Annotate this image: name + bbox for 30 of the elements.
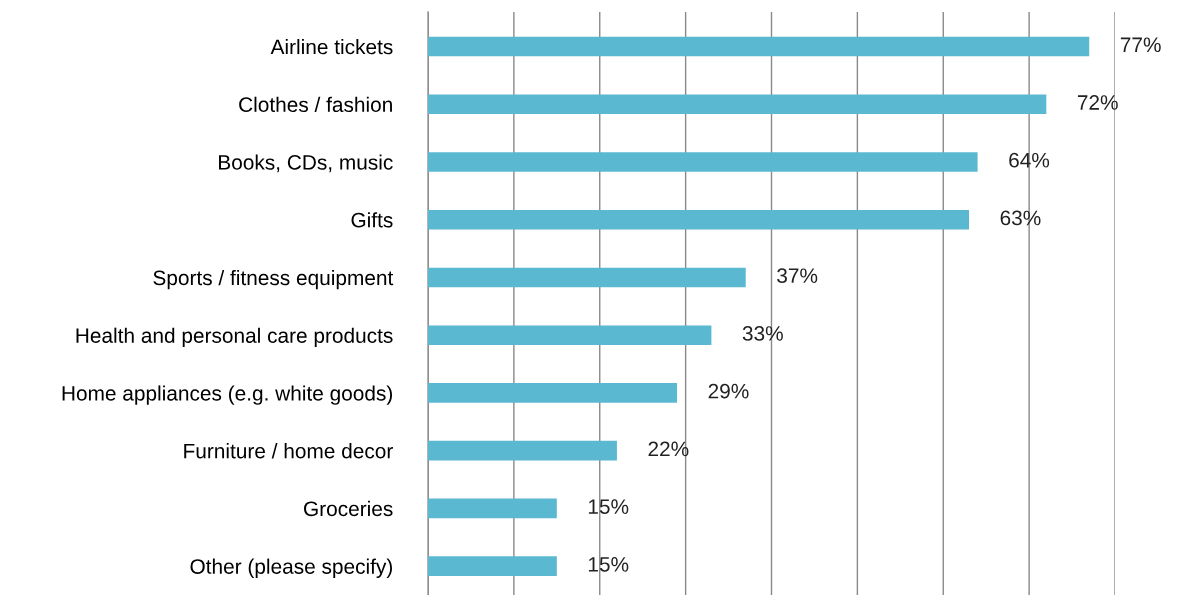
data-label: 15%: [588, 499, 629, 514]
bar: [428, 498, 557, 519]
data-label: 77%: [1120, 37, 1161, 53]
data-label: 33%: [742, 326, 783, 341]
data-label: 72%: [1077, 95, 1118, 110]
y-tick-label: Furniture / home decor: [184, 443, 393, 459]
y-tick-label: Books, CDs, music: [219, 154, 393, 173]
y-tick-label: Clothes / fashion: [239, 96, 392, 113]
y-tick-label: Gifts: [351, 212, 393, 228]
bar: [428, 36, 1090, 57]
data-label: 15%: [588, 557, 629, 572]
bar: [428, 209, 970, 230]
bar: [428, 152, 978, 172]
y-tick-label: Sports / fitness equipment: [153, 269, 394, 290]
data-label: 37%: [777, 268, 818, 284]
data-label: 29%: [708, 383, 749, 399]
bar: [428, 325, 712, 346]
y-tick-label: Other (please specify): [190, 558, 392, 579]
bar: [428, 267, 746, 288]
bar: [428, 383, 678, 403]
data-label: 63%: [1000, 210, 1041, 226]
bar: [428, 440, 617, 461]
data-label: 22%: [648, 441, 689, 457]
y-tick-label: Groceries: [304, 500, 393, 517]
bar: [428, 556, 557, 576]
y-tick-label: Home appliances (e.g. white goods): [62, 385, 393, 405]
bar: [428, 94, 1047, 115]
y-tick-label: Health and personal care products: [76, 327, 393, 348]
data-label: 64%: [1009, 152, 1050, 168]
y-tick-label: Airline tickets: [270, 38, 393, 55]
